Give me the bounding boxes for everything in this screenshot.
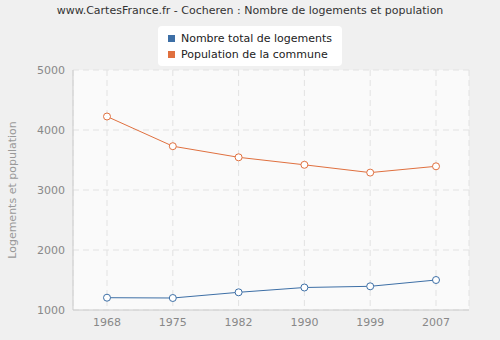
svg-text:3000: 3000 [37, 184, 65, 197]
svg-text:2000: 2000 [37, 244, 65, 257]
svg-text:4000: 4000 [37, 124, 65, 137]
html-text:Nombre total de logements: Nombre total de logements [180, 31, 333, 45]
html-text:www.CartesFrance.fr - Cocheren: www.CartesFrance.fr - Cocheren : Nombre … [56, 4, 444, 17]
svg-text:1000: 1000 [37, 304, 65, 317]
html-text:Population de la commune: Population de la commune [180, 47, 328, 61]
svg-text:1982: 1982 [225, 316, 253, 329]
svg-text:1968: 1968 [93, 316, 121, 329]
svg-text:1990: 1990 [290, 316, 318, 329]
svg-text:Logements et population: Logements et population [8, 121, 19, 259]
svg-text:1975: 1975 [159, 316, 187, 329]
svg-text:5000: 5000 [37, 64, 65, 77]
svg-text:1999: 1999 [356, 316, 384, 329]
svg-text:2007: 2007 [422, 316, 450, 329]
